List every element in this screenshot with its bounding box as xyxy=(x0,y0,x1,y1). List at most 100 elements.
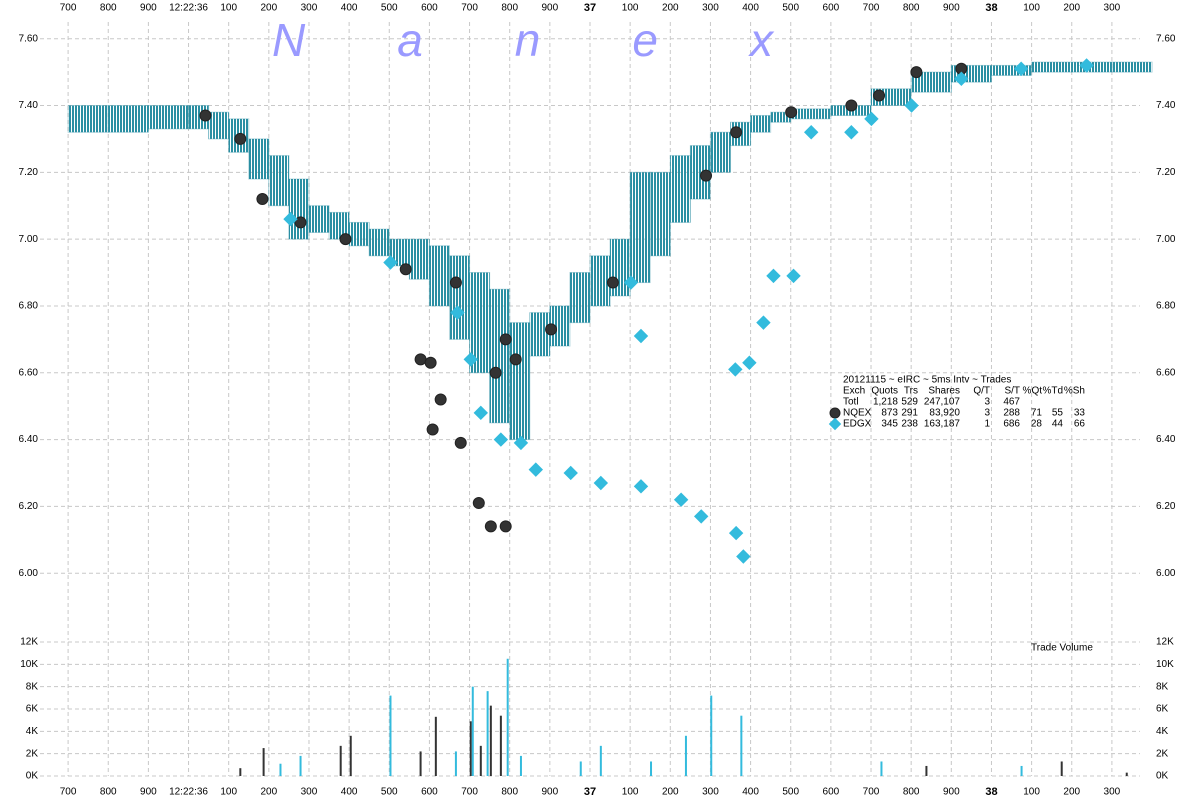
legend-cell: 1,218 xyxy=(873,397,898,408)
x-tick-label: 37 xyxy=(584,2,596,14)
volume-bar xyxy=(506,658,509,776)
trade-marker xyxy=(766,268,781,284)
quote-band xyxy=(308,205,330,233)
y-tick-label: 0K xyxy=(1156,771,1169,782)
legend-cell: 33 xyxy=(1074,408,1086,419)
quote-band xyxy=(67,105,109,133)
legend-cell: 288 xyxy=(1003,408,1020,419)
x-tick-label: 700 xyxy=(863,787,880,798)
trade-marker xyxy=(785,106,798,119)
y-tick-label: 12K xyxy=(20,637,38,648)
volume-bar xyxy=(579,761,582,776)
trade-marker xyxy=(463,352,478,367)
volume-bar xyxy=(880,761,883,776)
quote-band xyxy=(268,155,290,207)
legend-cell: Shares xyxy=(928,386,960,397)
trade-marker xyxy=(509,353,522,366)
volume-bar xyxy=(419,751,422,776)
trade-marker xyxy=(1013,61,1029,76)
volume-bar xyxy=(1060,761,1063,776)
x-tick-label: 200 xyxy=(662,3,679,14)
trade-marker xyxy=(742,355,757,370)
watermark: Nanex xyxy=(272,14,865,66)
trade-marker xyxy=(499,333,512,346)
trade-marker xyxy=(803,125,819,140)
trade-marker xyxy=(910,66,923,79)
legend-cell: 28 xyxy=(1031,419,1043,430)
trade-marker xyxy=(414,353,427,366)
trade-marker xyxy=(484,520,497,533)
x-tick-label: 400 xyxy=(742,787,759,798)
x-tick-label: 100 xyxy=(220,787,237,798)
trade-marker xyxy=(424,356,437,369)
quote-band xyxy=(1111,61,1153,73)
legend-cell: 55 xyxy=(1052,408,1064,419)
x-tick-label: 600 xyxy=(823,787,840,798)
trade-marker xyxy=(256,193,269,206)
quote-band xyxy=(208,111,230,140)
y-tick-label: 6.80 xyxy=(1156,301,1176,312)
trade-marker xyxy=(728,362,743,377)
y-tick-label: 7.40 xyxy=(19,100,39,111)
x-tick-label: 500 xyxy=(782,3,799,14)
x-tick-label: 600 xyxy=(421,3,438,14)
x-tick-label: 900 xyxy=(542,3,559,14)
volume-bar xyxy=(740,715,743,776)
x-tick-label: 700 xyxy=(863,3,880,14)
x-tick-label: 800 xyxy=(100,3,117,14)
x-tick-label: 100 xyxy=(622,3,639,14)
trade-marker xyxy=(339,233,352,246)
y-tick-label: 6.20 xyxy=(19,501,39,512)
volume-bar xyxy=(710,695,713,776)
trade-marker xyxy=(489,366,502,379)
y-tick-label: 6.40 xyxy=(19,434,39,445)
trade-marker xyxy=(873,89,886,102)
trade-marker xyxy=(450,305,465,320)
y-tick-label: 8K xyxy=(1156,681,1169,692)
quote-band xyxy=(709,131,732,173)
trade-marker xyxy=(449,276,462,289)
x-tick-label: 200 xyxy=(662,787,679,798)
quote-band xyxy=(348,221,370,247)
x-tick-label: 300 xyxy=(702,3,719,14)
y-tick-label: 7.40 xyxy=(1156,100,1176,111)
trade-marker xyxy=(1079,58,1094,73)
legend-cell: 3 xyxy=(984,408,990,419)
x-tick-label: 12:22:36 xyxy=(169,3,208,14)
x-tick-label: 600 xyxy=(823,3,840,14)
trade-marker xyxy=(633,479,649,494)
x-tick-label: 800 xyxy=(903,787,920,798)
y-tick-label: 6K xyxy=(26,704,39,715)
y-tick-label: 6.00 xyxy=(19,568,39,579)
legend-marker xyxy=(828,417,842,431)
trade-marker xyxy=(845,99,858,112)
x-tick-label: 300 xyxy=(702,787,719,798)
trade-marker xyxy=(294,216,307,229)
legend-cell: 163,187 xyxy=(924,419,961,430)
volume-bar xyxy=(684,735,687,776)
legend-cell: 44 xyxy=(1052,419,1064,430)
volume-bar xyxy=(486,691,489,776)
legend-marker xyxy=(829,407,841,419)
x-tick-label: 500 xyxy=(381,3,398,14)
quote-band xyxy=(288,178,310,240)
quote-band xyxy=(629,171,651,284)
trade-marker xyxy=(623,275,639,290)
x-tick-label: 500 xyxy=(381,787,398,798)
quote-band xyxy=(669,155,691,223)
trade-marker xyxy=(434,393,447,406)
volume-bar xyxy=(650,761,653,776)
trade-marker xyxy=(472,497,485,510)
volume-bar xyxy=(1020,765,1023,776)
volume-bar xyxy=(454,751,457,776)
trade-marker xyxy=(545,323,558,336)
trade-marker xyxy=(904,98,919,113)
volume-bar xyxy=(489,705,492,776)
x-tick-label: 300 xyxy=(301,3,318,14)
x-tick-label: 900 xyxy=(542,787,559,798)
y-tick-label: 7.20 xyxy=(19,167,39,178)
panel-title: Trade Volume xyxy=(1031,643,1093,654)
quote-band xyxy=(509,322,531,441)
y-tick-label: 2K xyxy=(1156,748,1169,759)
